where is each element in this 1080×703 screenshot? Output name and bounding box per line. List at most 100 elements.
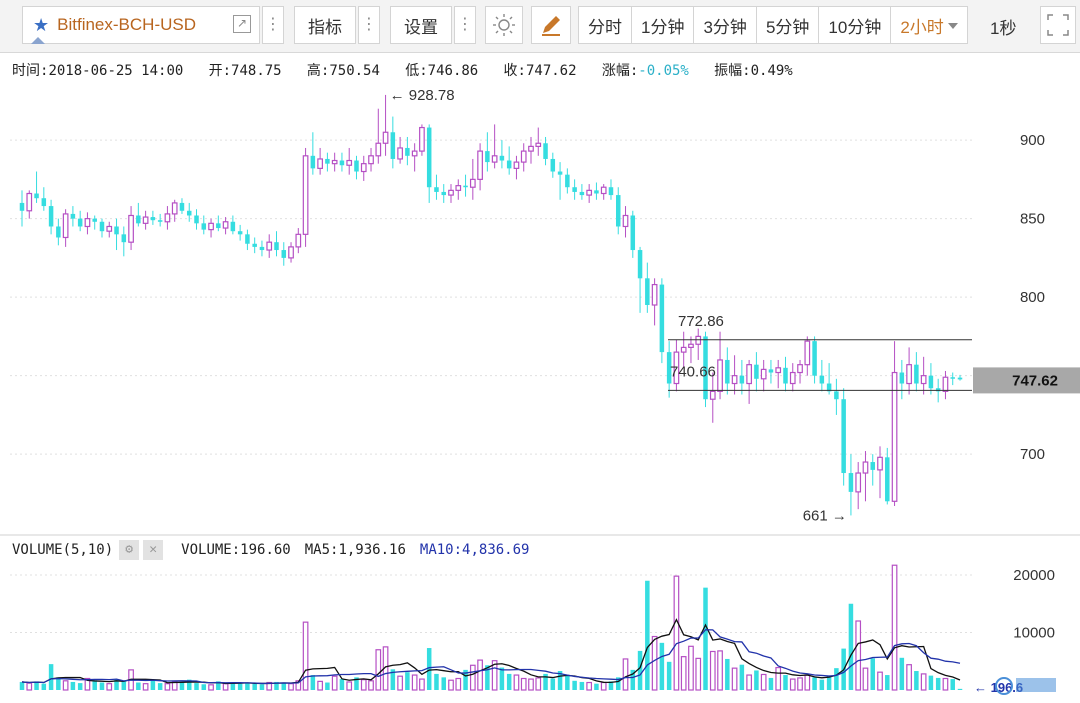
indicators-button[interactable]: 指标 — [294, 6, 356, 44]
candle[interactable] — [375, 108, 382, 164]
candle[interactable] — [754, 352, 759, 392]
volume-bar[interactable] — [885, 675, 890, 690]
candle[interactable] — [557, 162, 563, 200]
volume-bar[interactable] — [739, 664, 745, 690]
volume-bar[interactable] — [310, 675, 316, 690]
candle[interactable] — [114, 218, 119, 251]
volume-bar[interactable] — [419, 678, 425, 691]
volume-bar[interactable] — [789, 678, 796, 691]
candle[interactable] — [622, 206, 629, 238]
volume-bar[interactable] — [673, 575, 680, 691]
candle[interactable] — [84, 212, 91, 235]
volume-bar[interactable] — [106, 683, 113, 691]
candle[interactable] — [535, 127, 542, 156]
candle[interactable] — [411, 143, 418, 172]
candle[interactable] — [826, 363, 832, 395]
candle[interactable] — [252, 237, 257, 254]
candle[interactable] — [491, 124, 498, 169]
candle[interactable] — [48, 199, 54, 235]
candle[interactable] — [717, 331, 723, 400]
volume-bar[interactable] — [572, 680, 577, 690]
candle[interactable] — [709, 372, 716, 423]
candle[interactable] — [950, 372, 955, 386]
candle[interactable] — [760, 359, 767, 392]
gear-icon[interactable]: ⚙ — [119, 540, 140, 560]
candle[interactable] — [339, 152, 345, 172]
candle[interactable] — [26, 190, 33, 219]
volume-bar[interactable] — [274, 681, 279, 690]
volume-bar[interactable] — [535, 677, 542, 691]
candle[interactable] — [346, 147, 353, 175]
volume-bar[interactable] — [469, 664, 476, 691]
volume-bar[interactable] — [41, 683, 47, 690]
volume-bar[interactable] — [760, 673, 767, 691]
candle[interactable] — [819, 359, 825, 392]
candle[interactable] — [812, 336, 817, 384]
volume-bar[interactable] — [121, 681, 127, 690]
volume-bar[interactable] — [513, 674, 520, 691]
candle[interactable] — [70, 206, 76, 227]
volume-bar[interactable] — [477, 659, 483, 691]
volume-bar[interactable] — [26, 682, 33, 691]
candle[interactable] — [506, 146, 512, 175]
candle[interactable] — [572, 179, 577, 200]
volume-bar[interactable] — [142, 683, 149, 691]
candle[interactable] — [637, 246, 643, 313]
volume-bar[interactable] — [666, 661, 672, 690]
candle[interactable] — [586, 184, 593, 203]
candle[interactable] — [259, 240, 265, 257]
candle[interactable] — [157, 213, 163, 227]
volume-bar[interactable] — [797, 677, 803, 691]
volume-bar[interactable] — [463, 669, 468, 690]
candle[interactable] — [382, 94, 389, 156]
volume-bar[interactable] — [834, 668, 839, 690]
volume-bar[interactable] — [804, 674, 811, 691]
volume-bar[interactable] — [622, 658, 629, 691]
volume-bar[interactable] — [164, 683, 171, 691]
volume-bar[interactable] — [19, 681, 25, 690]
candle[interactable] — [397, 136, 403, 164]
volume-bar[interactable] — [390, 669, 396, 690]
volume-bar[interactable] — [317, 680, 323, 691]
candle[interactable] — [390, 116, 396, 169]
settings-more-icon[interactable]: ⋮ — [454, 6, 476, 44]
volume-bar[interactable] — [201, 684, 207, 690]
candle[interactable] — [41, 187, 47, 211]
candle[interactable] — [520, 143, 527, 172]
candle[interactable] — [746, 359, 752, 404]
candle[interactable] — [136, 202, 141, 227]
candle[interactable] — [550, 152, 556, 178]
volume-bar[interactable] — [659, 642, 665, 690]
volume-bar[interactable] — [703, 587, 708, 690]
candle[interactable] — [899, 359, 905, 400]
volume-bar[interactable] — [695, 657, 702, 691]
candle[interactable] — [499, 140, 505, 169]
candle[interactable] — [914, 352, 919, 392]
candle[interactable] — [688, 336, 694, 364]
candle[interactable] — [920, 356, 927, 395]
external-link-icon[interactable]: ↗ — [233, 15, 251, 33]
volume-bar[interactable] — [688, 645, 694, 691]
candle[interactable] — [128, 206, 134, 251]
volume-bar[interactable] — [426, 648, 432, 690]
volume-bar[interactable] — [245, 683, 250, 690]
candle[interactable] — [368, 147, 374, 172]
period-tab-4[interactable]: 10分钟 — [819, 7, 892, 43]
volume-bar[interactable] — [717, 650, 723, 691]
volume-bar[interactable] — [608, 681, 614, 690]
candle[interactable] — [666, 341, 672, 398]
volume-bar[interactable] — [360, 679, 367, 691]
candle[interactable] — [891, 341, 898, 507]
volume-bar[interactable] — [826, 675, 832, 690]
candle[interactable] — [695, 328, 702, 360]
volume-bar[interactable] — [405, 672, 410, 690]
candle[interactable] — [237, 224, 243, 241]
candle[interactable] — [295, 228, 302, 254]
period-tab-active[interactable]: 2小时 — [891, 7, 966, 43]
volume-bar[interactable] — [56, 677, 61, 690]
candle[interactable] — [434, 174, 439, 200]
volume-bar[interactable] — [862, 667, 869, 691]
candle[interactable] — [608, 179, 614, 200]
volume-bar[interactable] — [957, 688, 963, 690]
candle[interactable] — [360, 155, 367, 181]
